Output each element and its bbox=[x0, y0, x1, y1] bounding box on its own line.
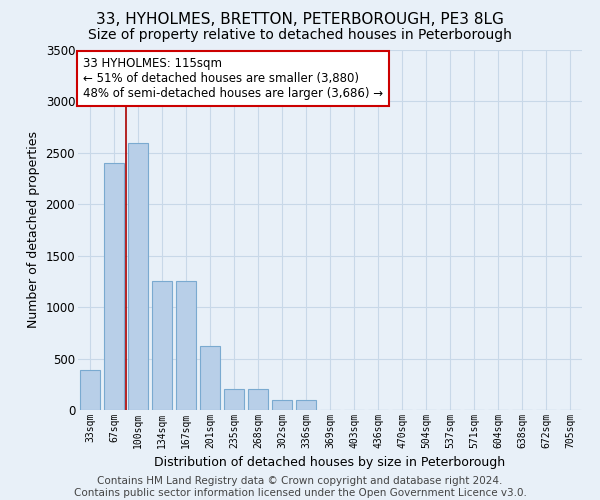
Bar bbox=[248, 390, 268, 410]
Text: Size of property relative to detached houses in Peterborough: Size of property relative to detached ho… bbox=[88, 28, 512, 42]
Text: 33, HYHOLMES, BRETTON, PETERBOROUGH, PE3 8LG: 33, HYHOLMES, BRETTON, PETERBOROUGH, PE3… bbox=[96, 12, 504, 28]
Bar bbox=[176, 282, 196, 410]
Bar bbox=[296, 400, 316, 410]
Text: 33 HYHOLMES: 115sqm
← 51% of detached houses are smaller (3,880)
48% of semi-det: 33 HYHOLMES: 115sqm ← 51% of detached ho… bbox=[83, 57, 383, 100]
Bar bbox=[152, 282, 172, 410]
Y-axis label: Number of detached properties: Number of detached properties bbox=[27, 132, 40, 328]
Bar bbox=[128, 142, 148, 410]
Bar bbox=[272, 400, 292, 410]
Text: Contains HM Land Registry data © Crown copyright and database right 2024.
Contai: Contains HM Land Registry data © Crown c… bbox=[74, 476, 526, 498]
Bar bbox=[200, 346, 220, 410]
Bar bbox=[80, 370, 100, 410]
Bar bbox=[224, 390, 244, 410]
Bar bbox=[104, 163, 124, 410]
X-axis label: Distribution of detached houses by size in Peterborough: Distribution of detached houses by size … bbox=[154, 456, 506, 469]
